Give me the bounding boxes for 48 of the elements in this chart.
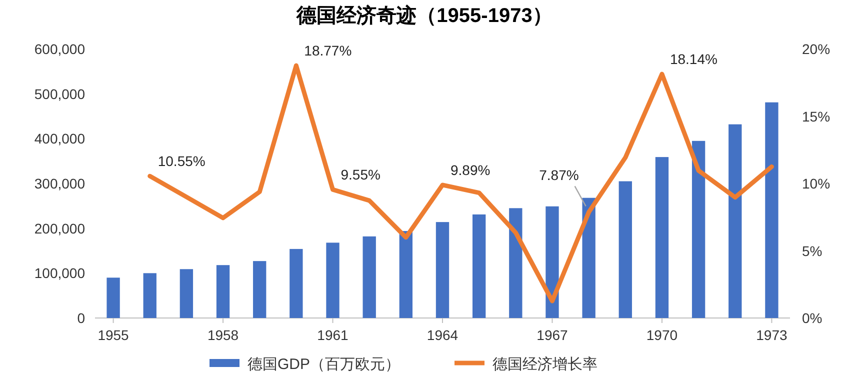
x-tick-label: 1958 bbox=[207, 327, 239, 343]
data-label: 18.14% bbox=[670, 51, 718, 68]
y-tick-label: 200,000 bbox=[34, 220, 86, 236]
bar bbox=[765, 102, 778, 318]
x-tick-label: 1970 bbox=[646, 327, 678, 343]
bar bbox=[546, 206, 559, 318]
data-label: 9.89% bbox=[450, 162, 490, 178]
x-tick-label: 1964 bbox=[426, 327, 458, 343]
bar bbox=[582, 198, 596, 318]
chart-title: 德国经济奇迹（1955-1973） bbox=[296, 4, 552, 27]
y2-tick-label: 15% bbox=[802, 108, 830, 124]
y-tick-label: 600,000 bbox=[34, 41, 86, 57]
x-tick-label: 1961 bbox=[317, 327, 349, 343]
x-tick-label: 1973 bbox=[756, 327, 788, 343]
legend-label: 德国GDP（百万欧元） bbox=[248, 356, 400, 373]
x-tick-label: 1955 bbox=[98, 327, 130, 343]
bar bbox=[290, 248, 303, 318]
bar bbox=[436, 222, 450, 318]
bar bbox=[216, 265, 230, 318]
bar bbox=[143, 273, 156, 318]
bar bbox=[399, 231, 413, 318]
bar bbox=[728, 124, 742, 318]
y2-tick-label: 10% bbox=[802, 176, 830, 192]
y-tick-label: 100,000 bbox=[34, 265, 86, 282]
bar bbox=[253, 261, 266, 318]
bar bbox=[618, 181, 632, 318]
bar bbox=[655, 157, 669, 318]
y-tick-label: 400,000 bbox=[34, 130, 86, 147]
y2-tick-label: 20% bbox=[802, 41, 830, 57]
data-label: 18.77% bbox=[304, 42, 352, 59]
y2-tick-label: 0% bbox=[802, 310, 822, 326]
bar bbox=[326, 242, 340, 318]
y-tick-label: 0 bbox=[77, 310, 86, 326]
y-tick-label: 300,000 bbox=[34, 176, 86, 192]
line-series bbox=[148, 63, 774, 304]
bar bbox=[692, 140, 706, 318]
data-label: 9.55% bbox=[340, 166, 380, 183]
y-tick-label: 500,000 bbox=[34, 86, 86, 102]
data-label: 7.87% bbox=[539, 167, 579, 184]
bar bbox=[509, 208, 522, 318]
bar bbox=[180, 269, 194, 318]
bar bbox=[106, 278, 120, 318]
data-label: 10.55% bbox=[158, 153, 206, 170]
x-tick-label: 1967 bbox=[536, 327, 568, 343]
y2-tick-label: 5% bbox=[802, 242, 822, 259]
bar bbox=[472, 214, 486, 318]
legend-label: 德国经济增长率 bbox=[492, 356, 598, 373]
bar bbox=[362, 236, 376, 318]
